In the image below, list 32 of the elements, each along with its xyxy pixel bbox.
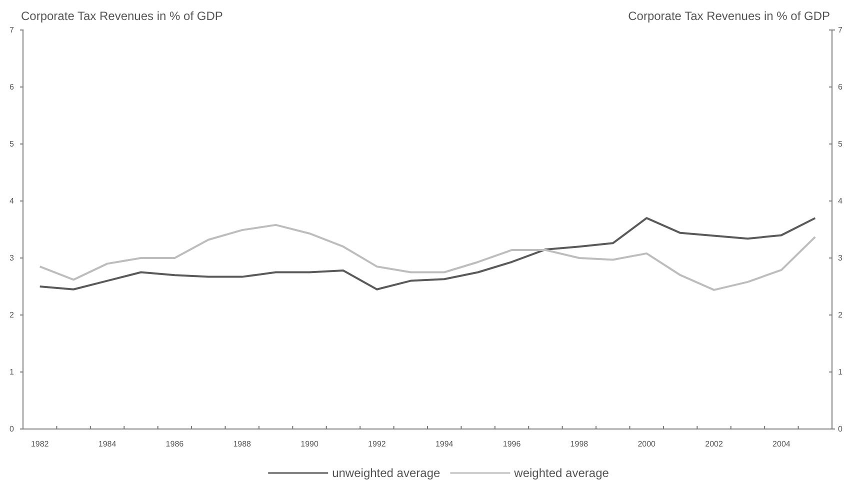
y2-tick-label: 2 [838, 310, 843, 320]
y2-axis-title: Corporate Tax Revenues in % of GDP [628, 9, 830, 23]
x-tick-label: 1982 [30, 440, 50, 449]
y2-tick-label: 6 [838, 82, 843, 92]
y-tick-label: 0 [10, 424, 15, 434]
y2-tick-label: 1 [838, 368, 843, 377]
y2-tick-label: 7 [838, 26, 843, 35]
x-tick-label: 2000 [638, 440, 656, 449]
y-axis-title: Corporate Tax Revenues in % of GDP [21, 9, 223, 23]
y-tick-label: 2 [10, 310, 15, 320]
y-tick-label: 6 [10, 82, 15, 92]
x-tick-label: 1986 [166, 440, 184, 449]
x-tick-label: 1988 [233, 440, 252, 449]
y-tick-label: 4 [10, 196, 15, 206]
y-tick-label: 1 [10, 368, 15, 377]
legend-label: weighted average [513, 466, 610, 480]
x-tick-label: 1996 [502, 440, 522, 449]
y-tick-label: 5 [10, 140, 15, 149]
legend-label: unweighted average [332, 466, 440, 480]
y-tick-label: 7 [10, 26, 15, 35]
y2-tick-label: 5 [838, 140, 843, 149]
x-tick-label: 1990 [300, 440, 319, 449]
x-tick-label: 1984 [98, 440, 117, 449]
x-tick-label: 1994 [435, 440, 454, 449]
x-tick-label: 1992 [368, 440, 386, 449]
y2-tick-label: 0 [838, 424, 843, 434]
x-tick-label: 1998 [570, 440, 589, 449]
y2-tick-label: 3 [838, 254, 843, 263]
x-tick-label: 2002 [705, 440, 724, 449]
y2-tick-label: 4 [838, 196, 843, 206]
y-tick-label: 3 [10, 254, 15, 263]
x-tick-label: 2004 [772, 440, 791, 449]
